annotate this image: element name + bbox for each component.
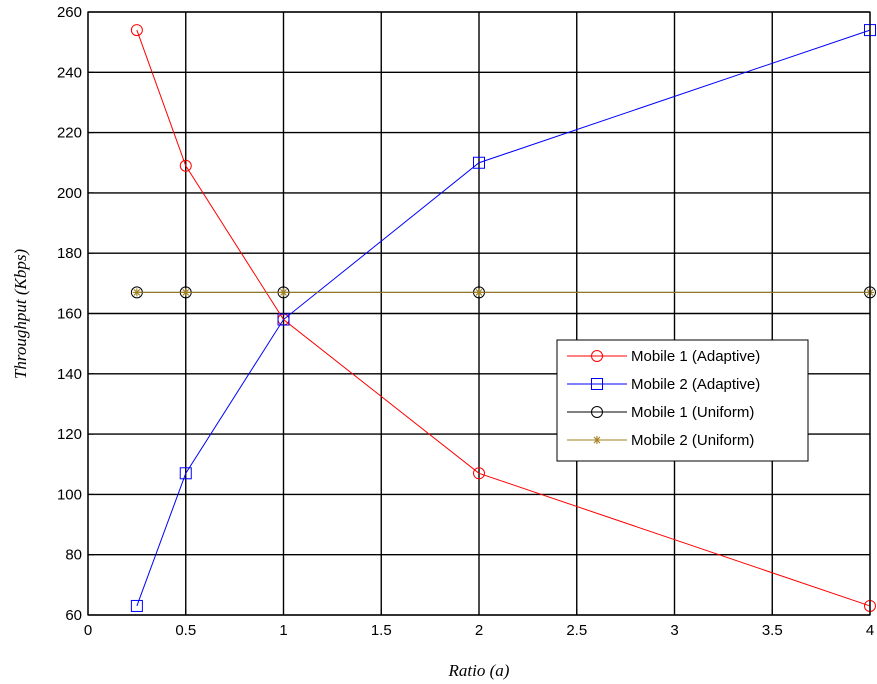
legend-marker <box>591 378 603 390</box>
data-point <box>475 288 483 297</box>
y-tick-label: 160 <box>57 306 82 323</box>
x-tick-label: 3.5 <box>762 622 783 639</box>
x-tick-label: 2 <box>475 622 483 639</box>
legend-marker <box>593 436 601 444</box>
data-point <box>132 288 141 297</box>
series-group <box>130 24 876 612</box>
x-tick-label: 0 <box>84 622 92 639</box>
y-tick-label: 200 <box>57 185 82 202</box>
series-line <box>136 29 871 607</box>
legend-label: Mobile 1 (Uniform) <box>631 404 754 421</box>
data-point <box>130 599 143 612</box>
legend-label: Mobile 2 (Uniform) <box>631 432 754 449</box>
data-point <box>277 313 290 326</box>
legend-label: Mobile 2 (Adaptive) <box>631 376 760 393</box>
x-ticks: 0 0.5 1 1.5 2 2.5 3 3.5 4 <box>84 609 874 639</box>
y-tick-label: 180 <box>57 245 82 262</box>
legend-item: Mobile 2 (Adaptive) <box>567 376 760 393</box>
legend-box <box>556 339 809 462</box>
plot-frame <box>87 11 871 616</box>
data-point <box>473 467 485 480</box>
legend-label: Mobile 1 (Adaptive) <box>631 348 760 365</box>
data-point <box>181 288 190 297</box>
series-2 <box>130 24 876 612</box>
legend-marker <box>591 350 603 362</box>
x-tick-label: 1.5 <box>371 622 392 639</box>
y-tick-label: 140 <box>57 366 82 383</box>
data-point <box>473 156 485 169</box>
x-tick-label: 2.5 <box>566 622 587 639</box>
x-tick-label: 3 <box>670 622 678 639</box>
legend-item: Mobile 1 (Uniform) <box>567 404 754 421</box>
legend-marker <box>591 406 603 418</box>
y-tick-label: 120 <box>57 426 82 443</box>
legend-item: Mobile 1 (Adaptive) <box>567 348 760 365</box>
data-point <box>130 24 143 37</box>
data-point <box>179 467 192 480</box>
x-axis-label: Ratio (a) <box>448 661 510 680</box>
data-point <box>179 159 192 172</box>
data-point <box>279 288 288 297</box>
x-tick-label: 1 <box>279 622 287 639</box>
y-ticks: 60 80 100 120 140 160 180 200 220 240 260 <box>57 4 94 624</box>
legend-item: Mobile 2 (Uniform) <box>567 432 754 449</box>
y-tick-label: 260 <box>57 4 82 21</box>
y-tick-label: 220 <box>57 125 82 142</box>
series-4 <box>132 288 874 297</box>
x-tick-label: 4 <box>866 622 874 639</box>
y-axis-label: Throughput (Kbps) <box>11 249 30 380</box>
y-tick-label: 80 <box>65 547 82 564</box>
y-tick-label: 240 <box>57 64 82 81</box>
legend: Mobile 1 (Adaptive) Mobile 2 (Adaptive) Mo… <box>556 339 809 462</box>
y-tick-label: 60 <box>65 607 82 624</box>
x-tick-label: 0.5 <box>175 622 196 639</box>
y-tick-label: 100 <box>57 486 82 503</box>
